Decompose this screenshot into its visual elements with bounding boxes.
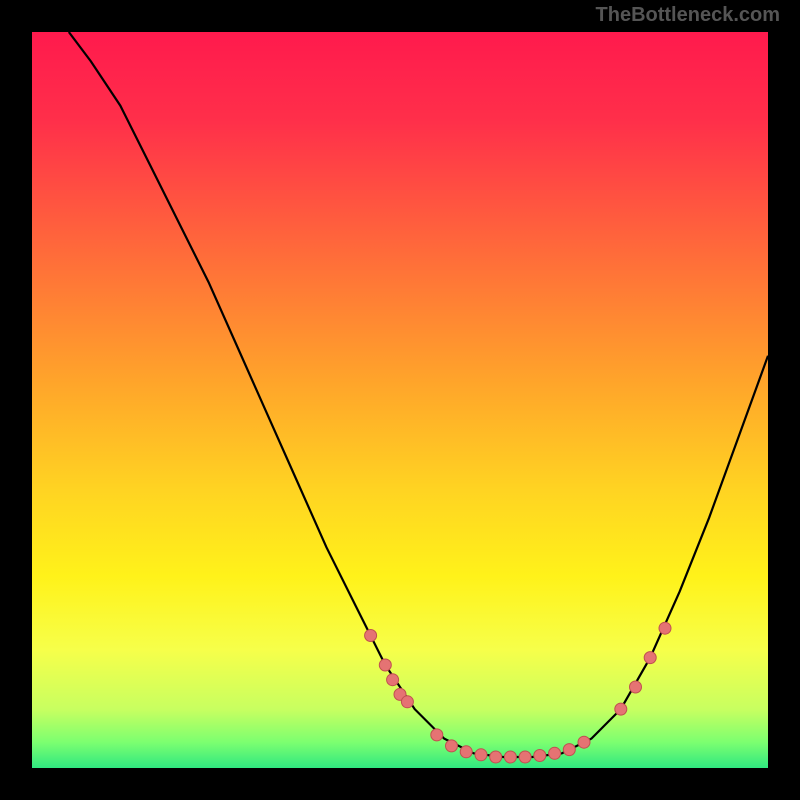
plot-area — [32, 32, 768, 768]
data-marker — [578, 736, 590, 748]
data-marker — [475, 749, 487, 761]
data-marker — [379, 659, 391, 671]
data-marker — [365, 630, 377, 642]
data-markers — [365, 622, 671, 763]
data-marker — [534, 750, 546, 762]
bottleneck-curve — [69, 32, 768, 757]
data-marker — [519, 751, 531, 763]
data-marker — [549, 747, 561, 759]
watermark-text: TheBottleneck.com — [596, 4, 780, 27]
data-marker — [644, 652, 656, 664]
data-marker — [460, 746, 472, 758]
data-marker — [659, 622, 671, 634]
data-marker — [446, 740, 458, 752]
data-marker — [387, 674, 399, 686]
data-marker — [401, 696, 413, 708]
chart-svg — [32, 32, 768, 768]
data-marker — [630, 681, 642, 693]
data-marker — [563, 744, 575, 756]
data-marker — [490, 751, 502, 763]
data-marker — [504, 751, 516, 763]
data-marker — [615, 703, 627, 715]
data-marker — [431, 729, 443, 741]
